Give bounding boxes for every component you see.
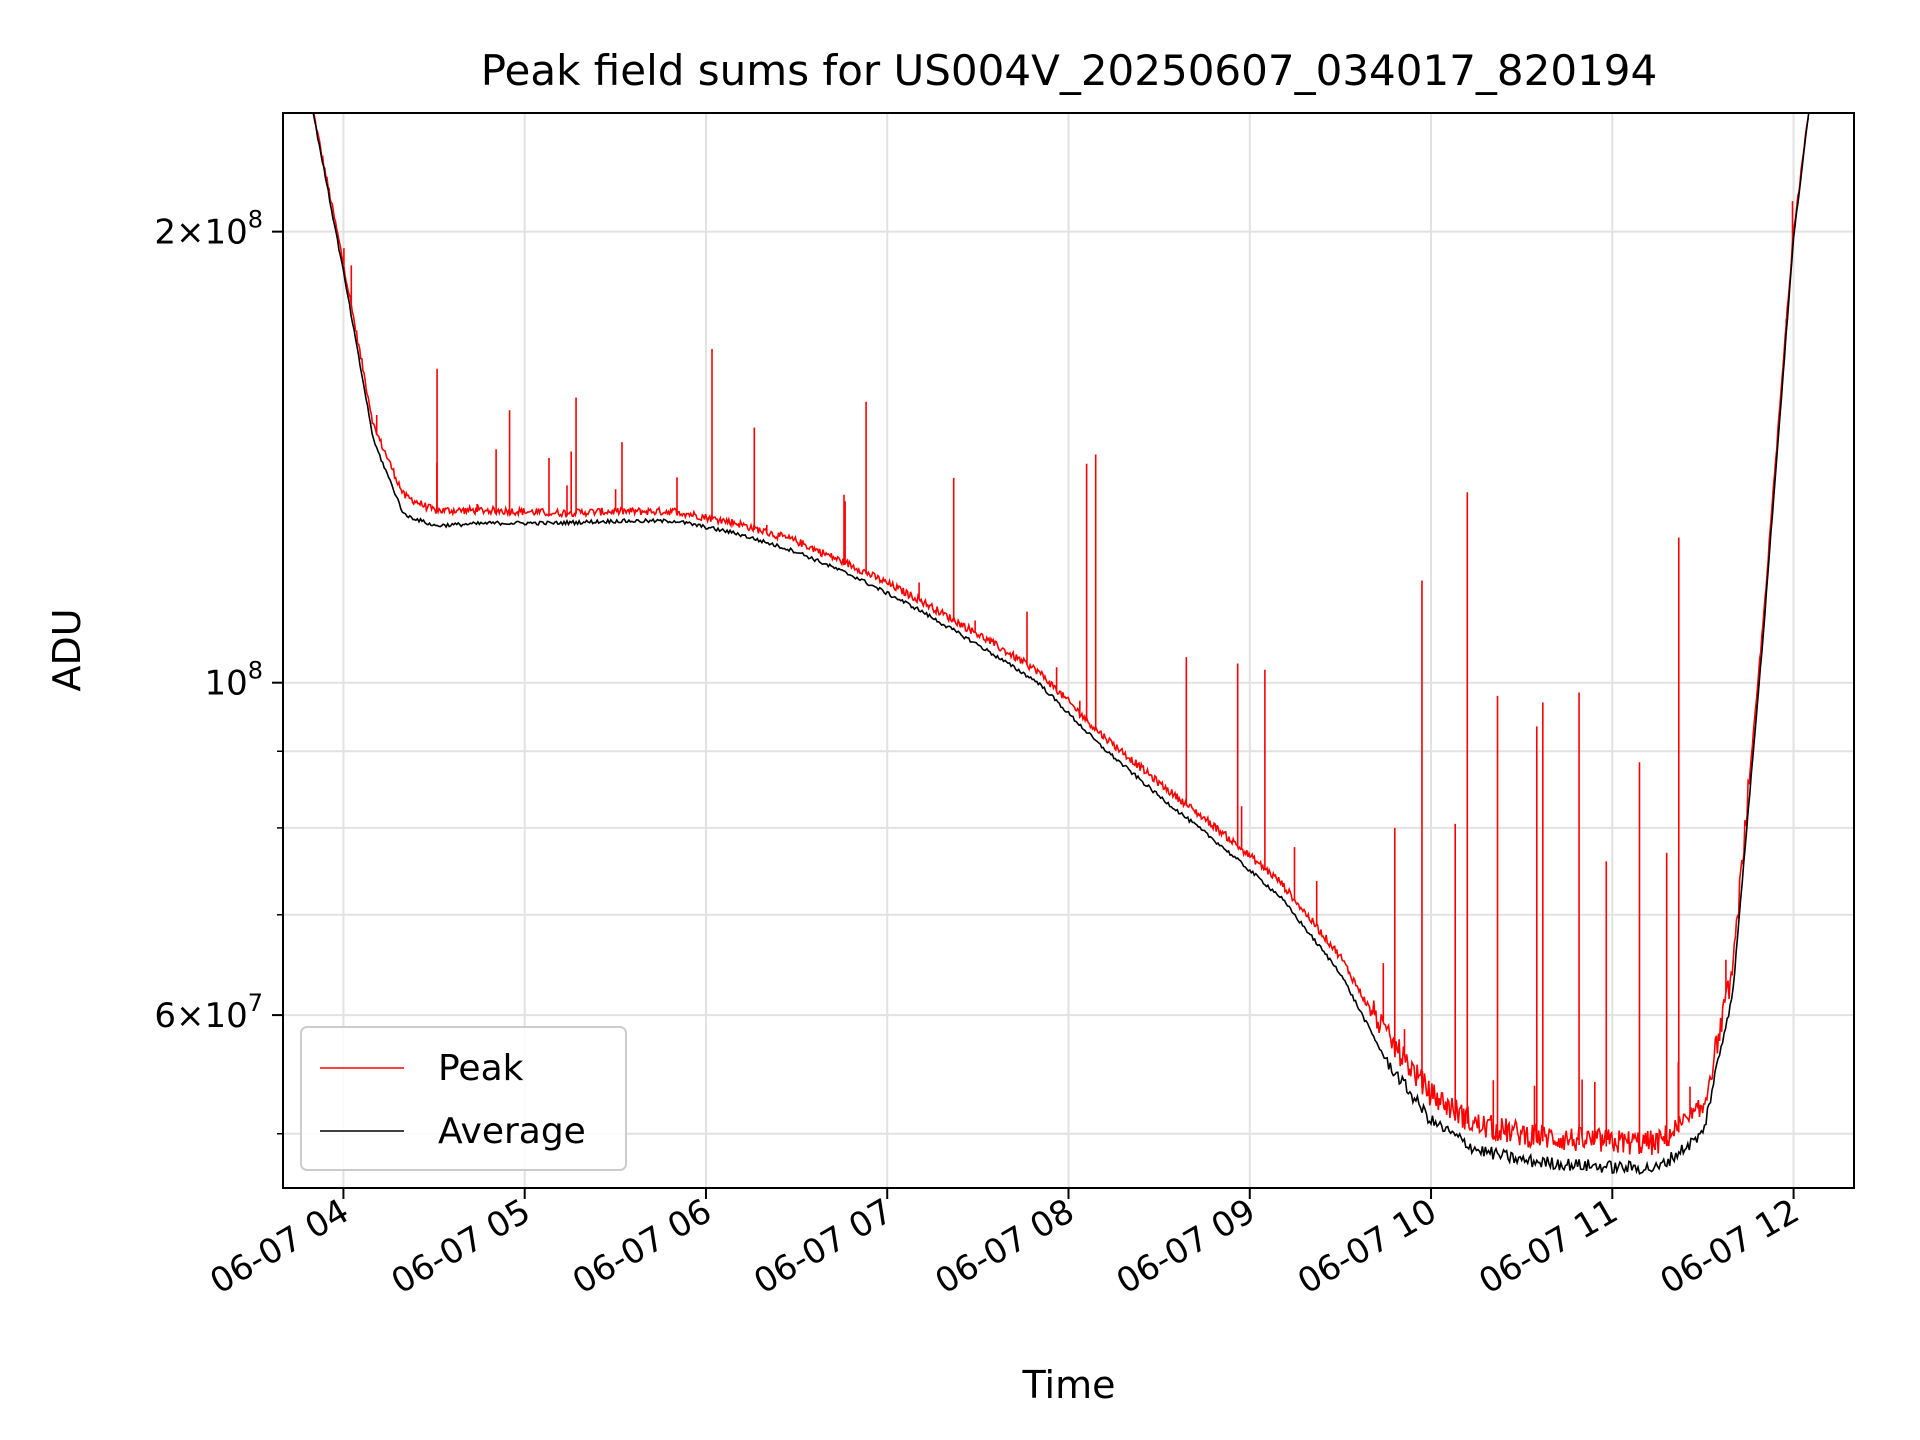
series-line-average — [312, 113, 1810, 1176]
legend-label: Peak — [438, 1048, 524, 1089]
y-axis-label: ADU — [45, 608, 89, 691]
legend-label: Average — [438, 1111, 586, 1152]
series-layer — [312, 113, 1810, 1176]
y-tick-label: 6×107 — [154, 989, 263, 1036]
series-line-peak — [312, 113, 1810, 1155]
legend: Peak Average — [300, 1026, 627, 1171]
y-tick-label: 2×108 — [154, 206, 263, 253]
x-axis-label: Time — [1022, 1363, 1116, 1407]
chart-title: Peak field sums for US004V_20250607_0340… — [481, 46, 1658, 95]
legend-box — [300, 1026, 627, 1171]
